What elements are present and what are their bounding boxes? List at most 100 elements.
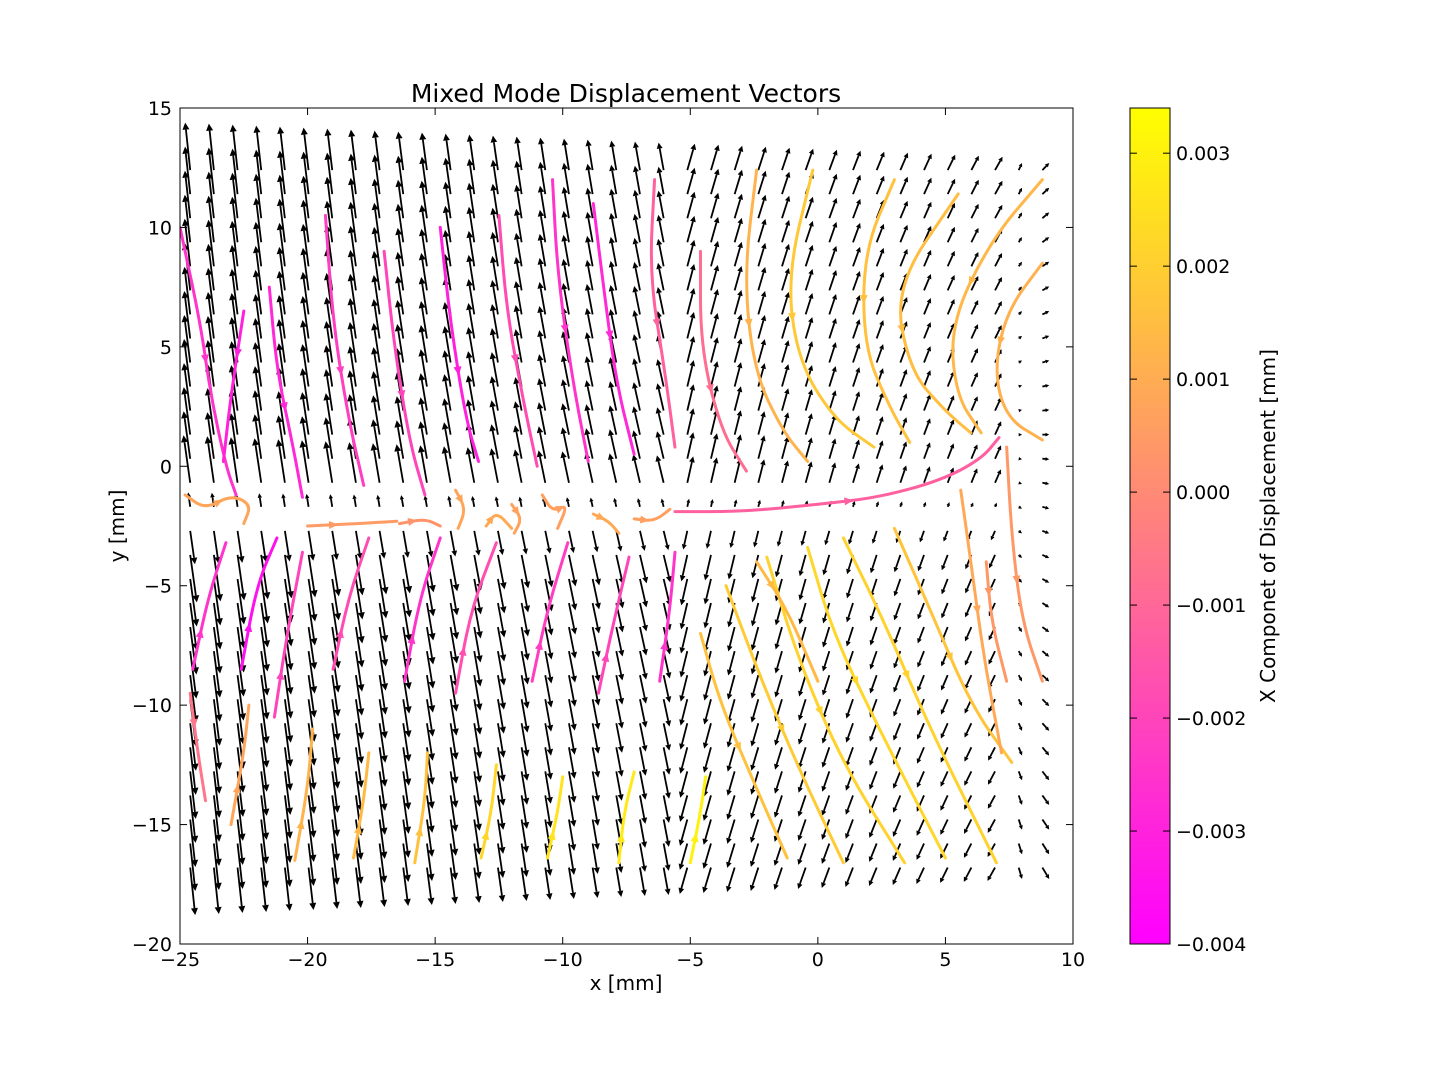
vector-arrow bbox=[307, 675, 318, 718]
streamline-arrow bbox=[997, 336, 1006, 346]
vector-arrow bbox=[845, 819, 854, 839]
vector-arrow bbox=[848, 530, 854, 545]
vector-arrow bbox=[323, 417, 334, 459]
vector-arrow bbox=[757, 170, 767, 195]
vector-arrow bbox=[608, 429, 618, 459]
vector-arrow bbox=[750, 674, 760, 699]
vector-arrow bbox=[568, 771, 577, 803]
vector-arrow bbox=[923, 442, 931, 460]
vector-arrow bbox=[378, 675, 388, 715]
vector-arrow bbox=[568, 795, 577, 827]
y-tick-label: 15 bbox=[148, 98, 172, 120]
streamline bbox=[382, 249, 427, 497]
vector-arrow bbox=[402, 867, 411, 907]
vector-arrow bbox=[1042, 359, 1050, 364]
vector-arrow bbox=[875, 344, 884, 363]
vector-arrow bbox=[750, 698, 760, 723]
streamline-arrow bbox=[296, 819, 305, 830]
vector-arrow bbox=[892, 819, 902, 837]
vector-arrow bbox=[662, 819, 671, 847]
vector-arrow bbox=[994, 469, 1002, 484]
vector-arrow bbox=[686, 215, 696, 243]
vector-arrow bbox=[331, 578, 342, 621]
vector-arrow bbox=[662, 530, 670, 551]
vector-arrow bbox=[899, 176, 909, 195]
vector-arrow bbox=[710, 216, 720, 243]
vector-arrow bbox=[632, 358, 641, 387]
streamline-arrow bbox=[776, 723, 785, 734]
vector-arrow bbox=[804, 461, 813, 483]
vector-arrow bbox=[513, 425, 523, 459]
vector-arrow bbox=[804, 244, 814, 267]
streamline-arrow bbox=[397, 390, 406, 400]
vector-arrow bbox=[633, 141, 641, 171]
vector-arrow bbox=[822, 626, 831, 648]
vector-arrow bbox=[490, 183, 499, 219]
vector-arrow bbox=[686, 191, 696, 219]
vector-arrow bbox=[773, 867, 783, 890]
vector-arrow bbox=[257, 493, 263, 507]
vector-arrow bbox=[875, 464, 884, 484]
vector-arrow bbox=[589, 497, 594, 508]
streamline-arrow bbox=[510, 354, 519, 364]
vector-arrow bbox=[774, 650, 783, 674]
vector-arrow bbox=[276, 294, 286, 339]
vector-arrow bbox=[639, 747, 648, 776]
vector-arrow bbox=[423, 495, 428, 507]
vector-arrow bbox=[376, 494, 381, 507]
streamline bbox=[351, 751, 371, 860]
vector-arrow bbox=[204, 436, 215, 483]
vector-arrow bbox=[520, 795, 530, 829]
vector-arrow bbox=[204, 412, 215, 459]
vector-arrow bbox=[781, 219, 791, 243]
vector-arrow bbox=[1017, 795, 1023, 805]
vector-arrow bbox=[520, 843, 529, 877]
streamline-arrow bbox=[1012, 575, 1021, 585]
vector-arrow bbox=[253, 197, 263, 243]
streamline bbox=[744, 168, 810, 464]
vector-arrow bbox=[923, 322, 932, 339]
vector-arrow bbox=[757, 499, 762, 508]
y-axis: −20 −15 −10 −5 0 5 10 15 bbox=[132, 98, 1073, 956]
vector-arrow bbox=[852, 295, 861, 315]
vector-arrow bbox=[537, 185, 547, 219]
vector-arrow bbox=[1041, 602, 1050, 608]
vector-arrow bbox=[181, 411, 192, 459]
streamline bbox=[180, 225, 238, 497]
vector-arrow bbox=[869, 746, 878, 766]
vector-arrow bbox=[727, 554, 736, 580]
vector-arrow bbox=[875, 151, 885, 171]
vector-arrow bbox=[518, 496, 523, 507]
vector-arrow bbox=[1041, 722, 1050, 731]
plot-frame bbox=[179, 107, 1074, 945]
vector-arrow bbox=[347, 346, 357, 387]
colorbar-tick-label: 0.002 bbox=[1176, 256, 1230, 278]
vector-arrow bbox=[941, 554, 949, 571]
vector-arrow bbox=[639, 843, 647, 872]
vector-arrow bbox=[733, 410, 743, 435]
vector-arrow bbox=[941, 602, 949, 619]
vector-arrow bbox=[1042, 530, 1050, 534]
vector-arrow bbox=[852, 463, 860, 484]
vector-arrow bbox=[307, 650, 318, 694]
vector-arrow bbox=[892, 795, 902, 813]
vector-arrow bbox=[236, 843, 246, 890]
vector-arrow bbox=[371, 154, 381, 195]
vector-arrow bbox=[323, 296, 334, 339]
x-tick-label: −20 bbox=[288, 949, 328, 971]
vector-arrow bbox=[260, 699, 270, 744]
vector-arrow bbox=[946, 502, 950, 508]
vector-arrow bbox=[917, 674, 925, 692]
vector-arrow bbox=[631, 406, 641, 435]
vector-arrow bbox=[632, 189, 641, 219]
vector-arrow bbox=[970, 372, 978, 387]
vector-arrow bbox=[875, 223, 885, 243]
vector-arrow bbox=[465, 447, 476, 483]
vector-arrow bbox=[946, 154, 956, 171]
vector-arrow bbox=[710, 144, 720, 171]
streamline-arrow bbox=[617, 832, 625, 843]
vector-arrow bbox=[260, 795, 270, 840]
vector-arrow bbox=[565, 497, 570, 507]
vector-arrow bbox=[348, 129, 357, 171]
vector-arrow bbox=[419, 132, 428, 171]
